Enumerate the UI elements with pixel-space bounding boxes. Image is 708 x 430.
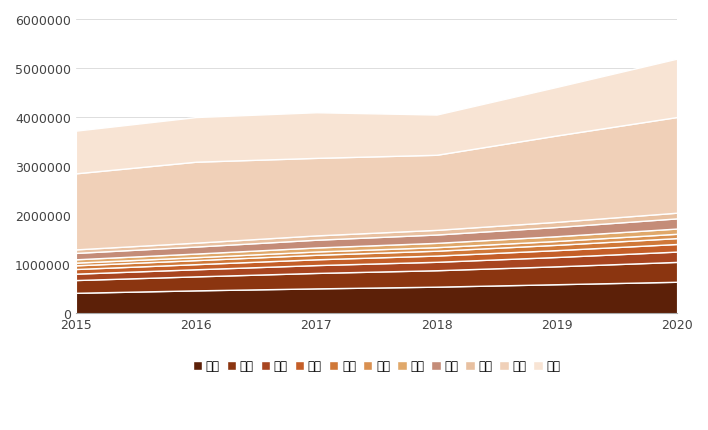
Legend: 深圳, 广州, 东莞, 珠海, 中山, 肇庆, 江门, 佛山, 惠州, 香港, 澳门: 深圳, 广州, 东莞, 珠海, 中山, 肇庆, 江门, 佛山, 惠州, 香港, … (193, 359, 560, 372)
